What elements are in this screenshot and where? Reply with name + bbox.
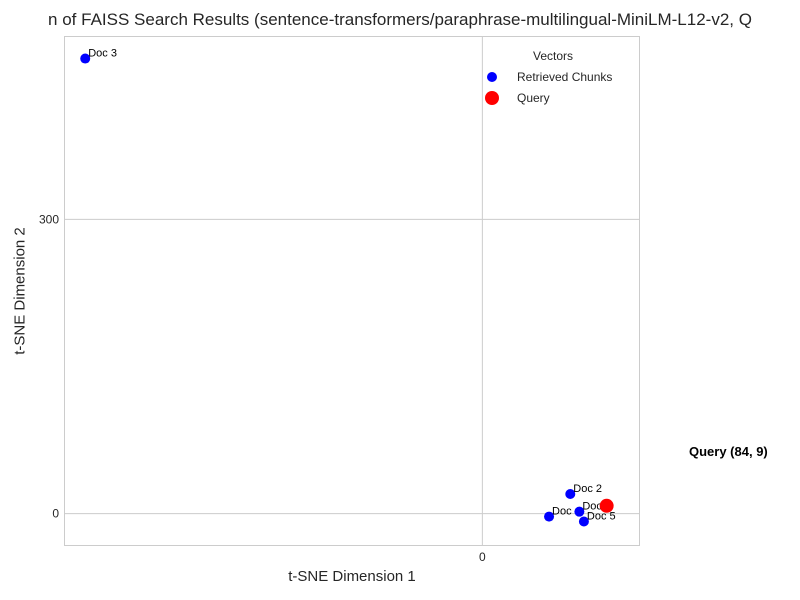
legend-entry-label: Query <box>517 91 550 105</box>
y-axis-label: t-SNE Dimension 2 <box>11 227 29 355</box>
point-label: Doc 2 <box>573 483 602 495</box>
legend-marker <box>487 72 497 82</box>
x-tick-label: 0 <box>479 550 486 564</box>
point-label: Doc <box>552 506 572 518</box>
y-tick-label: 0 <box>52 507 59 521</box>
legend-marker <box>485 91 499 105</box>
query-annotation: Query (84, 9) <box>689 444 768 459</box>
point-label: Doc <box>582 501 602 513</box>
grid-lines <box>64 36 640 546</box>
x-axis-label: t-SNE Dimension 1 <box>288 568 416 585</box>
legend-title: Vectors <box>533 49 573 63</box>
retrieved-chunk-point <box>565 489 576 500</box>
point-label: Doc 5 <box>587 510 616 522</box>
plot-area <box>64 36 640 546</box>
query-point <box>599 498 614 513</box>
retrieved-chunk-point <box>544 511 555 522</box>
retrieved-chunk-point <box>578 516 589 527</box>
tick-labels: 0 0 300 <box>39 212 486 564</box>
retrieved-chunk-point <box>80 53 91 64</box>
legend: Vectors Retrieved Chunks Query <box>485 49 612 105</box>
legend-entry-label: Retrieved Chunks <box>517 70 612 84</box>
chart-title: n of FAISS Search Results (sentence-tran… <box>48 10 752 29</box>
retrieved-chunk-point <box>574 506 585 517</box>
point-label: Doc 3 <box>88 48 117 60</box>
y-tick-label: 300 <box>39 212 59 226</box>
